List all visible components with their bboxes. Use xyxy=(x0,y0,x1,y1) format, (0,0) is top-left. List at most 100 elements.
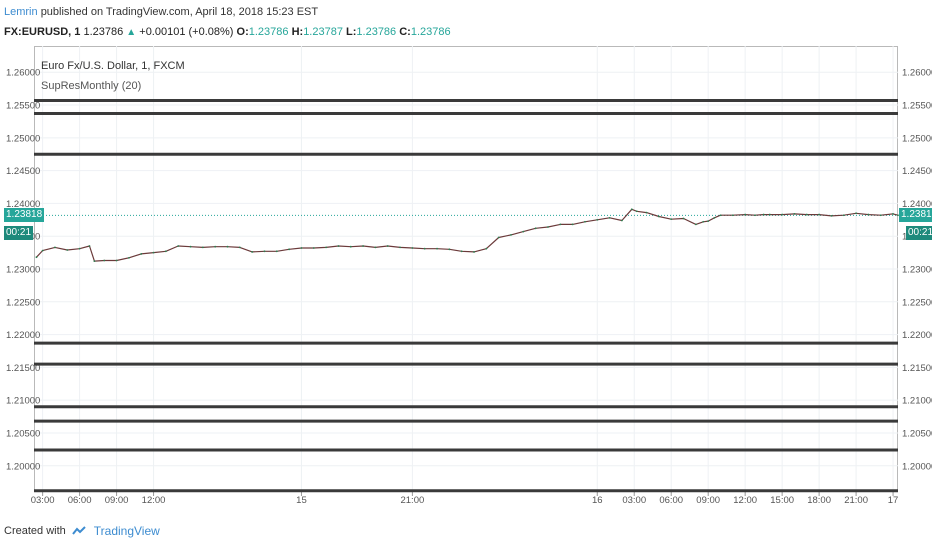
publish-info: Lemrin published on TradingView.com, Apr… xyxy=(4,6,318,18)
price-point xyxy=(54,246,56,249)
price-point xyxy=(762,213,765,216)
close-label: C: xyxy=(399,26,411,38)
low-label: L: xyxy=(346,26,357,38)
y-tick-label-left: 1.20500 xyxy=(6,428,40,439)
x-tick-label: 03:00 xyxy=(31,495,55,506)
countdown-tag-left: 00:21 xyxy=(4,226,34,240)
publish-text: published on TradingView.com, April 18, … xyxy=(40,6,319,18)
price-point xyxy=(754,214,756,217)
footer: Created with TradingView xyxy=(4,524,160,538)
price-point xyxy=(41,249,44,252)
price-point xyxy=(694,223,697,226)
price-tag-left: 1.23818 xyxy=(4,208,45,222)
price-point xyxy=(140,253,143,255)
price-point xyxy=(362,245,364,247)
price-point xyxy=(115,259,118,262)
y-tick-label-right: 1.24000 xyxy=(902,199,932,210)
price-point xyxy=(818,213,821,216)
price-point xyxy=(897,214,899,217)
price-point xyxy=(719,214,722,217)
price-point xyxy=(670,218,673,221)
price-point xyxy=(830,214,833,217)
price-point xyxy=(702,220,705,223)
price-point xyxy=(374,246,377,249)
y-tick-label-right: 1.22500 xyxy=(902,297,932,308)
price-point xyxy=(596,218,599,221)
x-tick-label: 09:00 xyxy=(105,495,129,506)
price-point xyxy=(630,208,633,211)
author-link[interactable]: Lemrin xyxy=(4,6,38,18)
price-series-line xyxy=(36,208,899,262)
price-point xyxy=(510,233,512,236)
y-tick-label-right: 1.22000 xyxy=(902,330,932,341)
high-value: 1.23787 xyxy=(303,26,343,38)
y-tick-label-left: 1.22000 xyxy=(6,330,40,341)
price-point xyxy=(731,214,734,217)
price-point xyxy=(879,214,882,217)
price-point xyxy=(547,226,549,228)
symbol-name[interactable]: FX:EURUSD, 1 xyxy=(4,26,81,38)
y-tick-label-right: 1.23000 xyxy=(902,265,932,276)
price-point xyxy=(768,213,771,216)
price-point xyxy=(152,251,155,254)
price-tag-right: 1.23818 xyxy=(899,208,932,222)
price-point xyxy=(411,247,414,249)
price-point xyxy=(448,248,451,251)
price-point xyxy=(657,215,660,218)
tradingview-logo-icon xyxy=(71,526,86,535)
last-price: 1.23786 xyxy=(83,26,124,38)
price-point xyxy=(386,245,389,247)
y-tick-label-left: 1.22500 xyxy=(6,297,40,308)
y-tick-label-left: 1.21500 xyxy=(6,363,40,374)
y-tick-label-left: 1.26000 xyxy=(6,68,40,79)
y-tick-label-left: 1.20000 xyxy=(6,461,40,472)
price-point xyxy=(312,247,315,249)
price-point xyxy=(559,223,562,226)
pane-title: Euro Fx/U.S. Dollar, 1, FXCM xyxy=(41,60,185,72)
price-change: +0.00101 (+0.08%) xyxy=(139,26,234,38)
x-tick-label: 21:00 xyxy=(844,495,868,506)
price-point xyxy=(855,212,857,215)
tradingview-brand[interactable]: TradingView xyxy=(93,524,160,538)
price-point xyxy=(534,227,537,230)
price-point xyxy=(349,245,352,248)
created-with-text: Created with xyxy=(4,525,66,537)
y-tick-label-right: 1.21500 xyxy=(902,363,932,374)
high-label: H: xyxy=(291,26,304,38)
price-point xyxy=(337,245,340,247)
price-point xyxy=(238,246,241,249)
price-point xyxy=(275,250,278,253)
x-tick-label: 06:00 xyxy=(659,495,683,506)
price-point xyxy=(325,246,328,249)
price-point xyxy=(744,213,747,216)
low-value: 1.23786 xyxy=(356,26,397,38)
y-tick-label-left: 1.24500 xyxy=(6,166,40,177)
close-value: 1.23786 xyxy=(410,26,451,38)
open-label: O: xyxy=(236,26,249,38)
x-tick-label: 12:00 xyxy=(733,495,757,506)
price-chart[interactable]: 1.26000 1.26000 1.25500 1.25500 1.25000 1.250… xyxy=(0,0,932,520)
price-point xyxy=(288,248,291,251)
price-point xyxy=(436,247,438,250)
x-tick-label: 06:00 xyxy=(68,495,92,506)
price-point xyxy=(103,259,106,262)
study-label[interactable]: SupResMonthly (20) xyxy=(41,80,142,92)
price-point xyxy=(522,230,525,233)
price-point xyxy=(399,246,401,249)
price-point xyxy=(460,250,463,253)
price-point xyxy=(128,256,130,259)
price-point xyxy=(793,213,796,215)
price-point xyxy=(177,245,180,247)
y-tick-label-right: 1.26000 xyxy=(902,68,932,79)
price-point xyxy=(214,245,217,248)
x-tick-label: 15 xyxy=(296,495,307,506)
price-point xyxy=(842,214,845,217)
price-point xyxy=(473,251,475,253)
price-point xyxy=(621,219,623,222)
price-point xyxy=(201,246,204,249)
x-tick-label: 03:00 xyxy=(622,495,646,506)
y-tick-label-left: 1.25000 xyxy=(6,133,40,144)
price-point xyxy=(300,247,303,249)
price-point xyxy=(781,213,784,216)
x-tick-label: 15:00 xyxy=(770,495,794,506)
